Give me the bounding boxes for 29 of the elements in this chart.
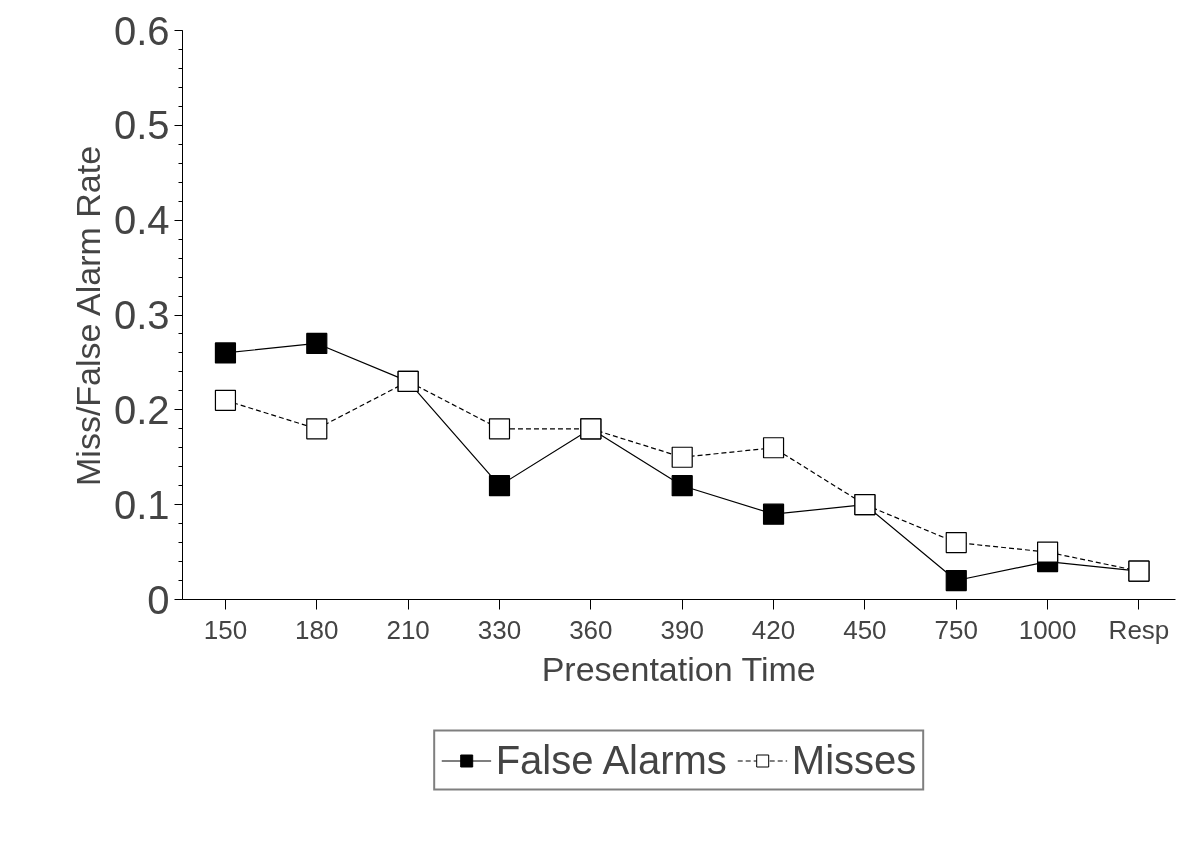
x-tick-label: 750	[934, 614, 978, 645]
y-tick-label: 0.2	[113, 387, 170, 432]
y-tick-label: 0.4	[113, 198, 170, 243]
x-tick-label: 450	[843, 614, 887, 645]
y-tick-label: 0.5	[113, 103, 170, 148]
point	[762, 503, 785, 525]
x-tick-label: 420	[751, 614, 796, 645]
point	[488, 475, 511, 497]
x-tick-label: 210	[386, 614, 430, 645]
x-tick-label: 390	[660, 614, 704, 645]
point	[945, 569, 967, 592]
x-tick-label: 150	[203, 614, 248, 645]
x-tick-label: 330	[477, 614, 522, 645]
x-axis-title: Presentation Time	[541, 649, 816, 688]
point	[214, 342, 237, 364]
y-tick-label: 0	[147, 577, 170, 622]
point	[306, 332, 328, 355]
y-tick-label: 0.6	[113, 8, 170, 53]
x-tick-label: Resp	[1108, 614, 1170, 645]
y-tick-label: 0.3	[113, 293, 170, 337]
x-tick-label: 180	[295, 614, 339, 645]
y-tick-label: 0.1	[113, 482, 170, 527]
x-tick-label: 360	[569, 614, 613, 645]
point	[1037, 541, 1059, 563]
legend-label: False Alarms	[495, 737, 727, 783]
x-tick-label: 1000	[1018, 614, 1077, 645]
legend-label: Misses	[791, 737, 917, 783]
y-axis-title: Miss/False Alarm Rate	[68, 145, 107, 486]
point	[671, 475, 693, 497]
